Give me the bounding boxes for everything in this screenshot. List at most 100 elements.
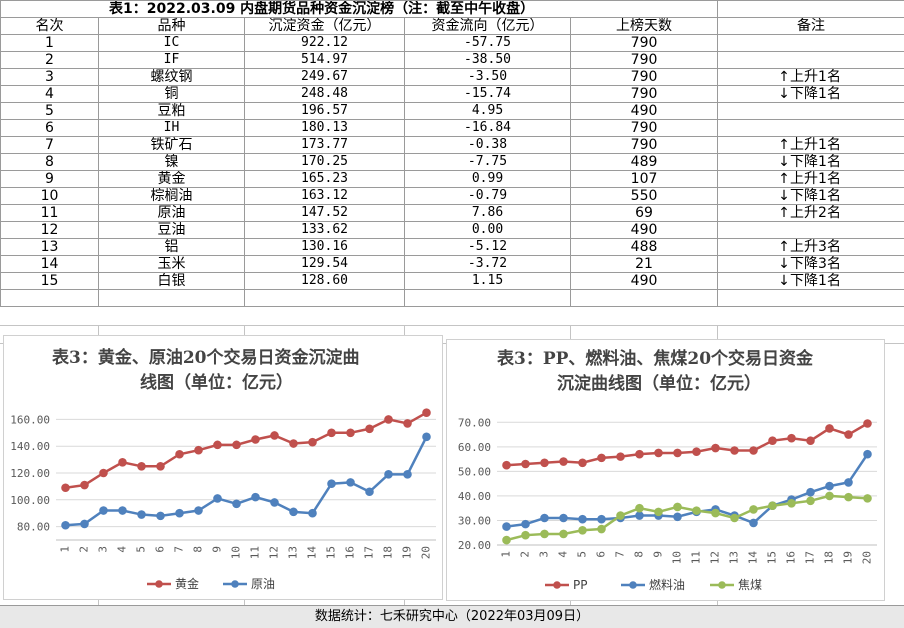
note-cell: ↓下降1名 — [717, 85, 904, 103]
name-cell: 螺纹钢 — [98, 68, 245, 86]
flow-cell: -38.50 — [404, 51, 571, 69]
y-tick-label: 140.00 — [10, 440, 50, 453]
x-tick-label: 4 — [116, 546, 129, 553]
legend-marker — [718, 581, 726, 589]
x-tick-label: 12 — [709, 551, 722, 564]
data-point — [635, 449, 644, 459]
note-text: 下降1名 — [790, 86, 841, 102]
header-days: 上榜天数 — [569, 17, 719, 35]
note-cell: ↑上升2名 — [717, 204, 904, 222]
data-point — [251, 492, 260, 502]
days-cell: 489 — [569, 153, 719, 171]
rank-cell: 5 — [0, 102, 99, 120]
name-cell: 铁矿石 — [98, 136, 245, 154]
x-tick-label: 19 — [842, 551, 855, 564]
note-text: 下降1名 — [790, 188, 841, 204]
rank-cell: 3 — [0, 68, 99, 86]
table-row: 8 镍 170.25 -7.75 489 ↓下降1名 — [0, 153, 904, 171]
note-cell — [717, 119, 904, 137]
x-tick-label: 17 — [804, 551, 817, 564]
legend-marker — [629, 581, 637, 589]
amount-cell: 133.62 — [244, 221, 405, 239]
header-note: 备注 — [717, 17, 904, 35]
data-point — [403, 419, 412, 428]
data-point — [806, 496, 815, 506]
rank-cell: 10 — [0, 187, 99, 205]
note-cell: ↑上升3名 — [717, 238, 904, 256]
ranking-table: 表1：2022.03.09 内盘期货品种资金沉淀榜（注：截至中午收盘） 名次 品… — [0, 0, 904, 307]
data-point — [346, 428, 355, 438]
note-cell — [717, 102, 904, 120]
data-point — [597, 524, 606, 534]
data-point — [422, 432, 431, 442]
data-point — [521, 530, 530, 540]
data-point — [711, 508, 720, 518]
data-point — [99, 506, 108, 515]
name-cell: IH — [98, 119, 245, 137]
amount-cell: 173.77 — [244, 136, 405, 154]
arrow-down-icon: ↓ — [778, 188, 790, 204]
amount-cell: 196.57 — [244, 102, 405, 120]
table-row: 15 白银 128.60 1.15 490 ↓下降1名 — [0, 272, 904, 290]
data-point — [270, 431, 279, 440]
note-cell: ↓下降1名 — [717, 187, 904, 205]
amount-cell: 170.25 — [244, 153, 405, 171]
flow-cell: 7.86 — [404, 204, 571, 222]
flow-cell: -7.75 — [404, 153, 571, 171]
amount-cell: 514.97 — [244, 51, 405, 69]
y-tick-label: 30.00 — [458, 514, 491, 527]
x-tick-label: 14 — [747, 551, 760, 565]
table-title-row: 表1：2022.03.09 内盘期货品种资金沉淀榜（注：截至中午收盘） — [0, 0, 904, 18]
name-cell: 镍 — [98, 153, 245, 171]
flow-cell: 1.15 — [404, 272, 571, 290]
note-cell — [717, 221, 904, 239]
rank-cell: 15 — [0, 272, 99, 290]
data-point — [673, 448, 682, 458]
data-point — [749, 446, 758, 455]
arrow-up-icon: ↑ — [778, 239, 790, 255]
x-tick-label: 17 — [363, 546, 376, 559]
data-point — [289, 439, 298, 448]
x-tick-label: 5 — [135, 546, 148, 553]
data-point — [654, 507, 663, 517]
name-cell: 黄金 — [98, 170, 245, 188]
amount-cell: 180.13 — [244, 119, 405, 137]
pp-fuel-coking-chart: 表3：PP、燃料油、焦煤20个交易日资金 沉淀曲线图（单位：亿元） 20.00 30.… — [446, 339, 885, 601]
table-empty-row — [0, 289, 904, 307]
chart-title: 表3：黄金、原油20个交易日资金沉淀曲 — [52, 347, 360, 368]
data-point — [365, 487, 374, 497]
data-point — [251, 435, 260, 444]
days-cell: 490 — [569, 221, 719, 239]
data-point — [403, 470, 412, 479]
x-tick-label: 4 — [557, 551, 570, 558]
data-point — [711, 443, 720, 453]
header-name: 品种 — [98, 17, 245, 35]
days-cell: 21 — [569, 255, 719, 273]
empty-cell — [98, 289, 245, 307]
data-point — [730, 446, 739, 455]
y-tick-label: 20.00 — [458, 539, 491, 552]
rank-cell: 7 — [0, 136, 99, 154]
data-point — [232, 440, 241, 450]
x-tick-label: 10 — [230, 546, 243, 559]
x-tick-label: 5 — [576, 551, 589, 558]
x-tick-label: 20 — [861, 551, 874, 564]
data-point — [616, 511, 625, 520]
x-tick-label: 2 — [78, 546, 91, 553]
rank-cell: 8 — [0, 153, 99, 171]
x-tick-label: 19 — [401, 546, 414, 559]
data-point — [540, 458, 549, 468]
table-row: 2 IF 514.97 -38.50 790 — [0, 51, 904, 69]
data-point — [502, 460, 511, 470]
amount-cell: 130.16 — [244, 238, 405, 256]
name-cell: IC — [98, 34, 245, 52]
x-tick-label: 12 — [268, 546, 281, 559]
data-point — [578, 525, 587, 535]
x-tick-label: 6 — [595, 551, 608, 558]
empty-cell — [404, 289, 571, 307]
amount-cell: 147.52 — [244, 204, 405, 222]
header-rank: 名次 — [0, 17, 99, 35]
footer-source: 数据统计：七禾研究中心（2022年03月09日） — [0, 605, 904, 628]
data-point — [61, 483, 70, 493]
